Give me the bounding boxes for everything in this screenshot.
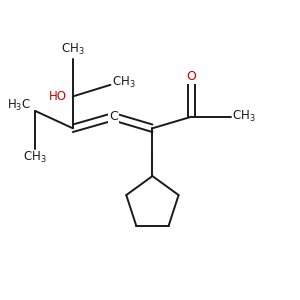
Text: CH$_3$: CH$_3$: [232, 109, 256, 124]
Text: CH$_3$: CH$_3$: [61, 42, 85, 57]
Text: CH$_3$: CH$_3$: [112, 74, 136, 89]
Text: CH$_3$: CH$_3$: [23, 150, 47, 165]
Text: C: C: [109, 110, 118, 123]
Text: O: O: [187, 70, 196, 83]
Text: HO: HO: [49, 90, 67, 103]
Text: H$_3$C: H$_3$C: [7, 98, 31, 113]
